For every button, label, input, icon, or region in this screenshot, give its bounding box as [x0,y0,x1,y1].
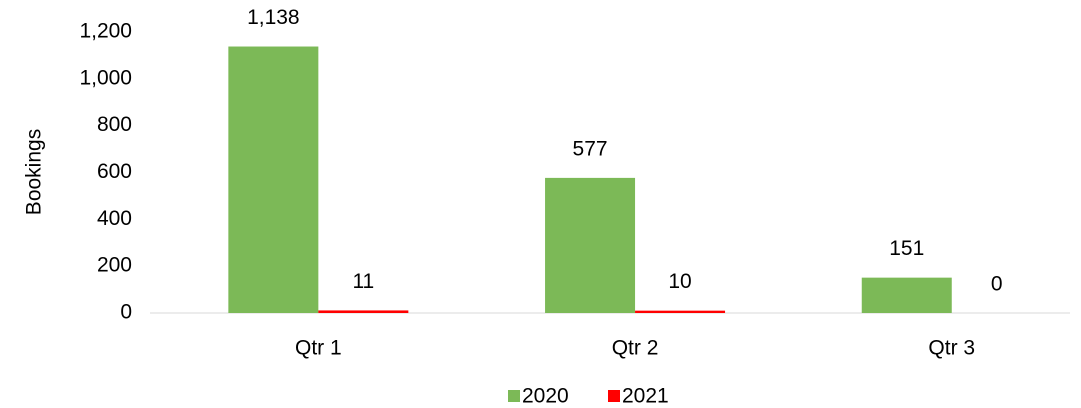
bar [635,310,726,313]
data-label: 0 [991,273,1003,296]
data-label: 151 [889,237,924,260]
y-tick-label: 0 [120,301,132,324]
y-tick-label: 400 [97,207,132,230]
x-tick-label: Qtr 1 [295,337,342,360]
bar [318,310,409,313]
data-label: 10 [668,270,691,293]
bar [861,277,952,313]
bar [545,177,636,313]
y-axis-label: Bookings [23,129,46,215]
bar [228,46,319,313]
x-tick-label: Qtr 3 [928,337,975,360]
data-label: 11 [352,270,374,293]
legend-swatch [608,390,620,402]
legend-swatch [508,390,520,402]
legend-label: 2021 [622,385,669,408]
y-tick-label: 1,000 [79,66,132,89]
y-tick-label: 600 [97,160,132,183]
x-tick-label: Qtr 2 [612,337,659,360]
data-label: 1,138 [247,6,300,29]
y-tick-label: 800 [97,113,132,136]
data-label: 577 [573,137,608,160]
y-tick-label: 1,200 [79,20,132,43]
legend-label: 2020 [522,385,569,408]
y-tick-label: 200 [97,254,132,277]
